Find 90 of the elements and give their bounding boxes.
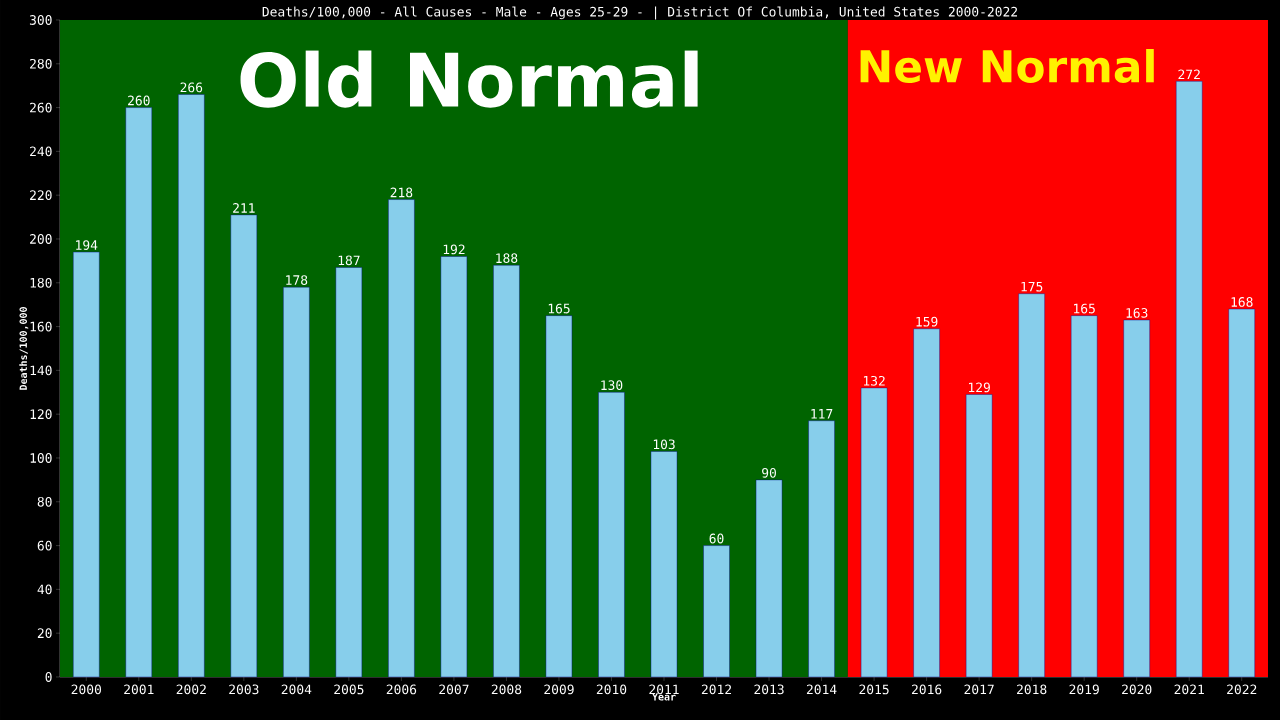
x-tick-label: 2014 [806,684,837,695]
x-tick-label: 2013 [754,684,784,695]
y-tick-label: 180 [30,277,52,288]
data-label: 187 [338,255,360,266]
x-tick-label: 2017 [964,684,994,695]
bar [178,94,205,678]
data-label: 117 [811,409,833,419]
x-tick-label: 2020 [1122,684,1152,695]
x-tick-label: 2006 [386,684,417,695]
bar [73,251,100,678]
y-tick-label: 0 [45,672,52,682]
band-label: Old Normal [240,50,698,108]
x-tick-label: 2016 [911,684,942,695]
x-tick-label: 2022 [1227,684,1257,695]
y-tick-label: 160 [30,321,52,332]
bar [230,214,258,678]
data-label: 188 [496,253,518,264]
bar [1070,315,1098,678]
y-tick-label: 60 [37,540,52,551]
bar [913,328,940,678]
data-label: 103 [653,439,675,450]
bar [1176,81,1203,678]
data-label: 165 [1074,303,1095,314]
data-label: 159 [916,316,938,327]
bar [335,267,363,678]
x-tick-label: 2018 [1017,684,1047,695]
x-tick-label: 2009 [544,684,574,695]
x-tick-label: 2003 [229,684,259,695]
x-tick-label: 2000 [71,684,102,695]
data-label: 266 [180,82,203,93]
data-label: 129 [968,382,990,393]
data-label: 90 [762,467,776,478]
bar [440,256,468,678]
data-label: 60 [709,533,724,544]
y-tick-label: 80 [37,496,52,507]
bar [703,545,730,678]
band-label: New Normal [860,49,1154,83]
bar [650,451,678,678]
x-tick-label: 2007 [439,684,469,695]
y-axis-title: Deaths/100,000 [19,307,29,390]
data-label: 163 [1126,308,1148,318]
x-tick-label: 2012 [701,684,732,695]
y-tick-label: 220 [30,190,52,201]
data-label: 218 [390,187,413,198]
bar [1123,319,1150,678]
data-label: 165 [548,303,570,314]
data-label: 272 [1178,69,1200,80]
data-label: 260 [128,95,150,106]
x-tick-label: 2010 [596,684,627,695]
y-tick-label: 200 [30,234,52,244]
y-tick-label: 260 [30,102,52,113]
y-tick-label: 140 [30,365,52,376]
bar [808,420,835,678]
y-tick-label: 300 [29,15,52,25]
data-label: 211 [233,203,255,213]
bar [493,265,520,678]
x-tick-label: 2021 [1174,684,1204,695]
bar [545,315,573,678]
data-label: 178 [286,275,308,285]
bar [598,392,625,678]
data-label: 194 [76,240,98,250]
data-label: 192 [443,244,465,255]
data-label: 175 [1021,281,1043,292]
chart-title: Deaths/100,000 - All Causes - Male - Ages 25-29 - | District Of Columbia, United States 2000-2022 [262,6,1018,20]
y-tick-label: 120 [30,409,52,420]
data-label: 168 [1231,297,1253,307]
x-tick-label: 2001 [124,684,154,695]
y-tick-label: 40 [37,584,52,595]
x-tick-label: 2008 [491,684,522,695]
bar [1018,293,1045,678]
bar [755,479,783,678]
x-axis-title: Year [652,693,676,701]
bar [860,387,888,678]
y-tick-label: 280 [30,58,52,69]
bar [388,199,415,678]
x-tick-label: 2015 [859,684,889,695]
y-tick-label: 20 [37,628,52,639]
x-tick-label: 2011 [649,684,679,695]
x-tick-label: 2019 [1069,684,1099,695]
x-tick-label: 2004 [281,684,312,695]
bar [965,394,993,678]
y-tick-label: 100 [30,453,52,463]
x-tick-label: 2005 [334,684,364,695]
data-label: 130 [601,380,623,391]
bar [125,107,152,678]
bar [283,286,310,678]
data-label: 132 [863,375,885,386]
bar [1228,308,1255,678]
x-tick-label: 2002 [176,684,206,695]
y-tick-label: 240 [30,146,52,157]
